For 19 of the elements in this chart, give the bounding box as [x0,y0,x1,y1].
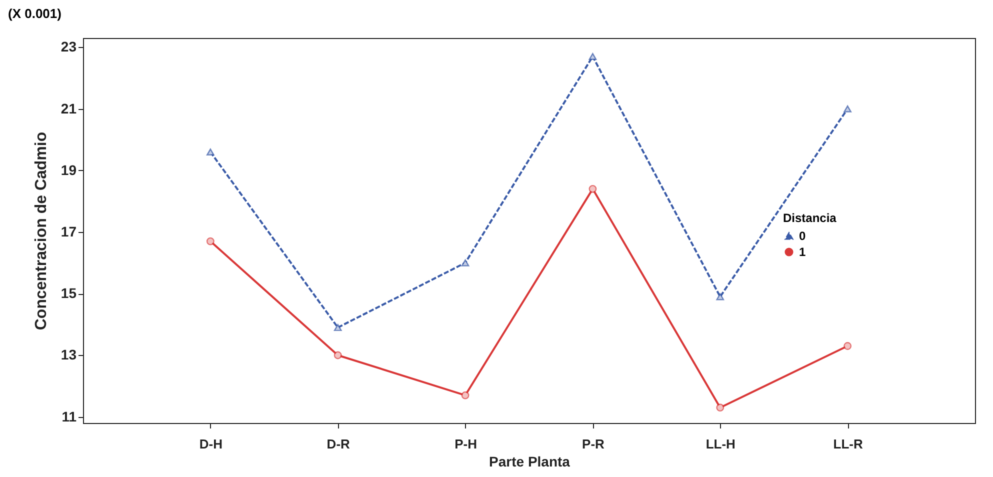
y-tick-label: 19 [60,162,77,178]
y-tick-label: 13 [60,346,77,363]
text: (X 0.001) [8,6,62,21]
y-axis-title: Concentracion de Cadmio [32,132,50,330]
y-tick-label: 23 [60,38,77,55]
y-tick-label: 11 [62,408,77,424]
x-tick-label: D-R [326,436,351,452]
legend-label: 0 [799,229,806,243]
x-axis-title: Parte Planta [489,454,570,470]
x-tick-label: LL-R [833,436,864,452]
y-tick-label: 21 [60,100,77,116]
x-tick-label: P-H [454,436,477,452]
y-tick-label: 15 [60,285,77,302]
y-tick-label: 17 [60,224,77,240]
legend-label: 1 [799,245,806,259]
x-tick-label: P-R [582,436,606,452]
x-tick-label: LL-H [706,436,736,452]
legend-title: Distancia [783,211,837,225]
x-tick-label: D-H [199,436,222,452]
